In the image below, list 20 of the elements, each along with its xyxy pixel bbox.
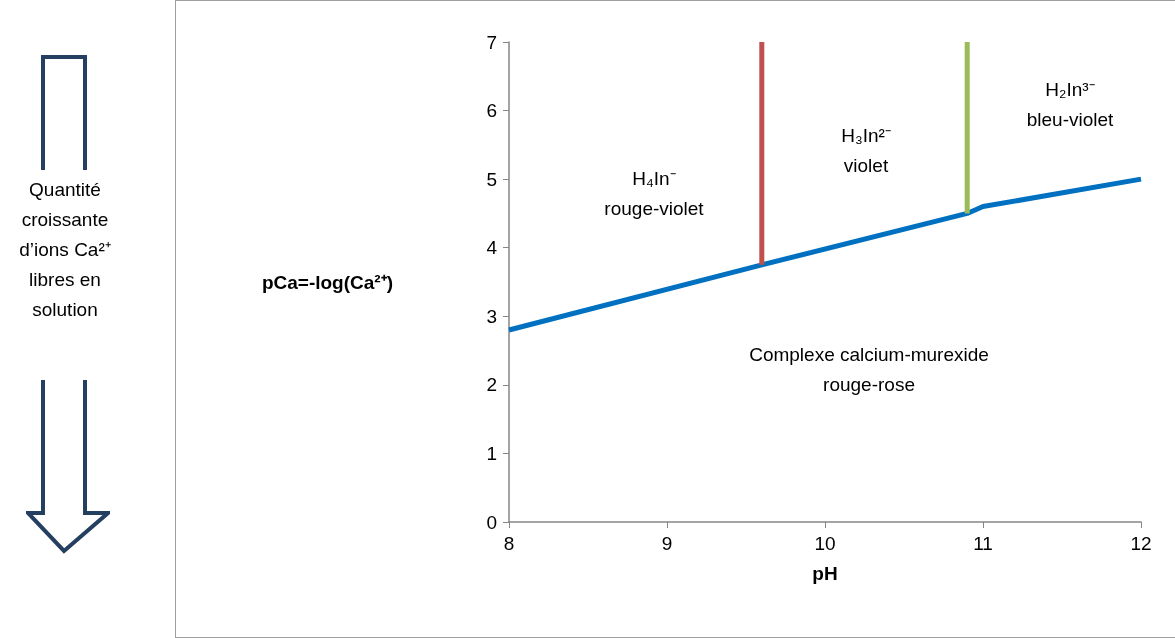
y-tick-label: 1 (486, 442, 497, 464)
y-tick-label: 0 (486, 511, 497, 533)
y-axis-title: pCa=-log(Ca²⁺) (261, 271, 393, 293)
y-tick-label: 3 (486, 305, 497, 327)
annotation: Complexe calcium-murexide rouge-rose (749, 343, 989, 395)
x-axis-title: pH (812, 563, 838, 584)
x-tick-label: 11 (973, 533, 993, 554)
annotation: H₄In⁻ rouge-violet (604, 167, 705, 219)
x-tick-label: 9 (661, 533, 673, 554)
y-tick-label: 6 (486, 100, 497, 122)
annotation: H₂In³⁻ bleu-violet (1026, 78, 1115, 130)
annotation: H₃In²⁻ violet (841, 124, 891, 176)
y-tick-label: 2 (486, 374, 497, 396)
x-tick-label: 8 (503, 533, 515, 554)
x-tick-label: 12 (1130, 533, 1152, 554)
y-tick-label: 4 (486, 237, 498, 259)
x-tick-label: 10 (814, 533, 836, 554)
y-tick-label: 7 (486, 31, 497, 53)
text: Quantité croissante d’ions Ca²⁺ libres en solution (18, 178, 112, 322)
y-tick-label: 5 (486, 168, 497, 190)
